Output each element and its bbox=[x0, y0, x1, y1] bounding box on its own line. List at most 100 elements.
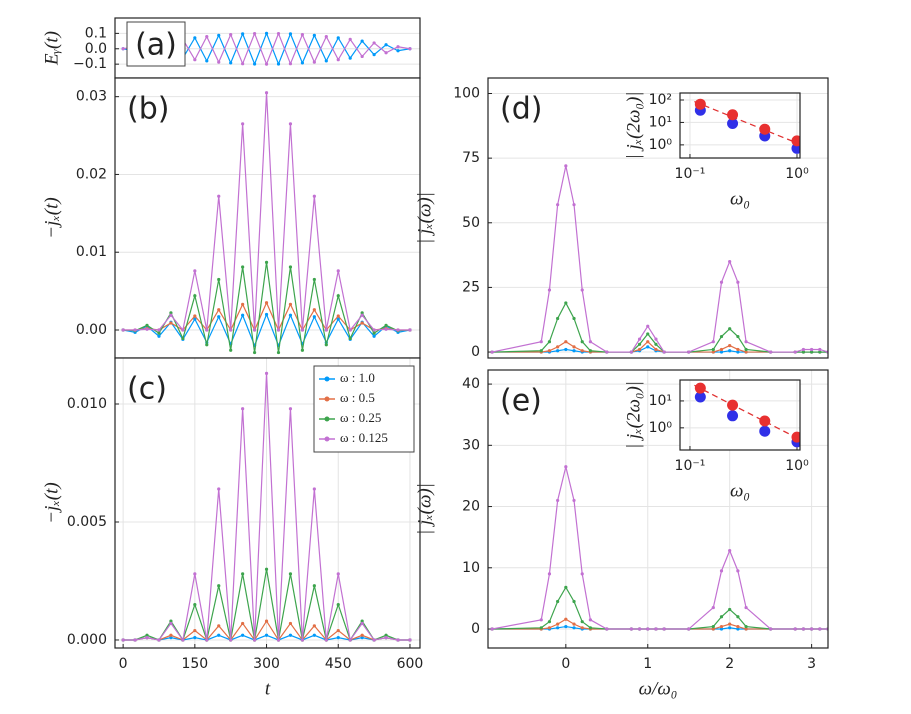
point bbox=[276, 62, 281, 66]
x-tick-label: 300 bbox=[253, 656, 280, 672]
point bbox=[396, 638, 400, 642]
panel: 0.00 0.01 0.02 0.03 −jₓ(t) (b) bbox=[41, 77, 421, 359]
point bbox=[217, 308, 221, 312]
point bbox=[791, 431, 800, 443]
point bbox=[810, 347, 814, 352]
point bbox=[133, 328, 137, 332]
point bbox=[810, 350, 814, 354]
data-layer bbox=[694, 98, 800, 154]
point bbox=[728, 607, 732, 612]
point bbox=[572, 349, 576, 353]
point bbox=[728, 622, 732, 626]
y-tick-label: 75 bbox=[462, 150, 480, 166]
point bbox=[193, 628, 197, 633]
point bbox=[580, 340, 584, 344]
point bbox=[539, 626, 543, 630]
point bbox=[324, 343, 328, 347]
plot-background bbox=[115, 78, 420, 358]
point bbox=[408, 47, 412, 51]
point bbox=[654, 342, 658, 346]
point bbox=[312, 633, 316, 637]
point bbox=[288, 122, 293, 126]
point bbox=[793, 350, 797, 354]
point bbox=[205, 59, 209, 63]
point bbox=[288, 407, 293, 411]
x-tick-label: 10⁻¹ bbox=[675, 458, 706, 474]
point bbox=[181, 336, 185, 341]
point bbox=[336, 269, 340, 273]
point bbox=[252, 31, 257, 36]
y-axis-label: | jₓ(2ω₀)| bbox=[623, 91, 644, 159]
panel: −0.10.00.1 Eᵧ(t) (a) bbox=[41, 17, 421, 79]
point bbox=[121, 638, 125, 642]
point bbox=[312, 308, 316, 312]
point bbox=[818, 350, 822, 354]
data-layer bbox=[490, 164, 828, 354]
point bbox=[205, 328, 209, 332]
point bbox=[241, 313, 245, 317]
x-tick-label: 3 bbox=[807, 656, 816, 672]
point bbox=[264, 62, 269, 66]
point bbox=[654, 337, 658, 341]
point bbox=[169, 311, 173, 315]
point bbox=[264, 31, 269, 35]
x-tick-label: 600 bbox=[397, 656, 424, 672]
point bbox=[276, 350, 281, 355]
point bbox=[217, 315, 221, 319]
point bbox=[384, 51, 388, 55]
point bbox=[637, 627, 642, 631]
point bbox=[205, 343, 209, 347]
point bbox=[810, 627, 814, 631]
point bbox=[727, 117, 739, 129]
y-tick-label: 0.005 bbox=[67, 514, 107, 530]
point bbox=[360, 621, 364, 626]
x-tick-label: 0 bbox=[561, 656, 570, 672]
point bbox=[145, 636, 149, 640]
y-tick-label: 0.02 bbox=[76, 166, 107, 182]
point bbox=[241, 302, 245, 306]
point bbox=[300, 33, 304, 37]
point bbox=[372, 41, 376, 45]
point bbox=[312, 584, 316, 588]
panel-label: (e) bbox=[500, 384, 542, 419]
y-tick-label: −0.1 bbox=[73, 56, 107, 72]
point bbox=[217, 194, 221, 198]
frame bbox=[114, 357, 421, 649]
point bbox=[241, 633, 245, 637]
point bbox=[556, 622, 560, 626]
point bbox=[384, 323, 388, 327]
point bbox=[759, 425, 771, 437]
y-axis-label: | jₓ(2ω₀)| bbox=[623, 381, 644, 449]
y-tick-label: 100 bbox=[453, 86, 480, 102]
y-tick-label: 0.00 bbox=[76, 322, 107, 338]
fit-line bbox=[694, 100, 800, 145]
point bbox=[372, 334, 376, 338]
point bbox=[252, 350, 257, 355]
data-layer bbox=[694, 382, 800, 448]
point bbox=[384, 327, 388, 331]
point bbox=[157, 328, 161, 332]
point bbox=[728, 626, 732, 630]
point bbox=[312, 315, 316, 319]
point bbox=[744, 627, 748, 631]
point bbox=[193, 36, 197, 40]
point bbox=[719, 347, 724, 352]
legend-label: ω : 1.0 bbox=[340, 370, 375, 385]
point bbox=[396, 328, 400, 332]
point bbox=[288, 313, 293, 317]
point bbox=[276, 638, 281, 642]
point bbox=[217, 33, 221, 37]
point bbox=[193, 636, 197, 640]
point bbox=[801, 350, 806, 354]
point bbox=[727, 399, 739, 411]
panel-label-box bbox=[126, 21, 186, 67]
point bbox=[539, 340, 543, 344]
point bbox=[241, 32, 245, 36]
point bbox=[288, 572, 293, 576]
point bbox=[336, 628, 340, 633]
point bbox=[324, 59, 328, 63]
legend-marker bbox=[324, 416, 330, 422]
legend-marker bbox=[324, 396, 330, 402]
point bbox=[646, 340, 650, 344]
